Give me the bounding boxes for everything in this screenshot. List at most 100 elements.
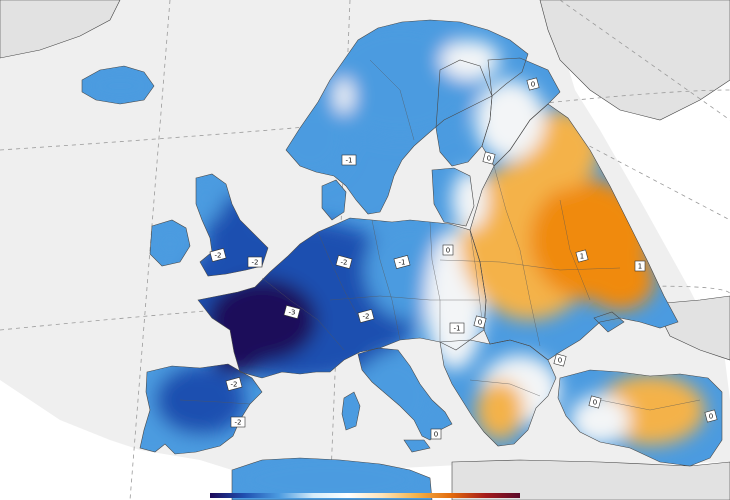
anomaly-blob [155, 365, 245, 435]
border-line [493, 165, 541, 347]
anomaly-blob [334, 78, 354, 114]
contour-label: -2 [230, 416, 246, 428]
coastline [285, 19, 529, 215]
contour-label-box [225, 376, 243, 392]
coastline [139, 363, 263, 455]
contour-label-box [553, 353, 567, 367]
border-line [559, 199, 591, 301]
coastline [321, 179, 347, 221]
contour-label-box [247, 256, 263, 268]
contour-label-text: -2 [235, 419, 242, 427]
contour-label-box [430, 428, 442, 440]
contour-label-box [393, 254, 411, 270]
contour-label-box [634, 260, 646, 272]
contour-label-text: -2 [231, 381, 238, 389]
coastline [435, 59, 493, 167]
contour-label: 0 [588, 395, 602, 409]
contour-label-box [575, 249, 589, 263]
contour-label-text: -2 [215, 252, 222, 260]
coastline [557, 369, 723, 467]
greenland [0, 0, 121, 59]
contour-label-box [473, 315, 487, 329]
border-line [329, 295, 480, 301]
border-line [469, 229, 483, 321]
contour-label-text: -1 [346, 157, 353, 165]
contour-label: 0 [442, 244, 454, 256]
coastline [481, 57, 561, 167]
anomaly-blob [585, 250, 655, 310]
north-africa-east [451, 459, 730, 500]
contour-label-text: -1 [399, 259, 406, 267]
contour-label-text: -2 [252, 259, 259, 267]
border-line [317, 231, 361, 321]
caucasus [653, 295, 730, 361]
contour-label: -3 [283, 304, 301, 320]
contour-label-text: -3 [289, 309, 296, 317]
contour-label: -2 [247, 256, 263, 268]
contour-label-box [341, 154, 357, 166]
anomaly-blob [320, 20, 480, 140]
contour-label-text: 0 [434, 431, 438, 439]
contour-label-box [449, 322, 465, 334]
contour-label: -2 [225, 376, 243, 392]
border-line [469, 379, 541, 397]
coastline [431, 167, 475, 227]
contour-label-box [230, 416, 246, 428]
coastline [149, 219, 191, 267]
contour-label-box [482, 151, 496, 165]
border-line [371, 219, 401, 341]
border-line [599, 399, 701, 411]
contour-label-text: 0 [478, 319, 482, 327]
contour-label: 1 [575, 249, 589, 263]
border-line [439, 259, 621, 271]
field-blobs [82, 20, 705, 500]
contour-label: 0 [473, 315, 487, 329]
contour-label-text: 1 [638, 263, 642, 271]
graticule-line [0, 89, 730, 151]
contour-label: -2 [209, 247, 227, 263]
contour-label-box [588, 395, 602, 409]
contour-label-text: 0 [487, 155, 491, 163]
contour-label-text: 0 [446, 247, 450, 255]
border-line [261, 277, 345, 351]
contour-label-text: 0 [593, 399, 597, 407]
contour-label: 0 [704, 409, 718, 423]
contour-label: 0 [526, 77, 540, 91]
colorbar [210, 493, 520, 498]
contour-label-text: 0 [709, 413, 713, 421]
contour-label-box [442, 244, 454, 256]
border-line [179, 399, 251, 405]
colorbar-gradient [210, 493, 520, 498]
contour-label: 0 [553, 353, 567, 367]
contour-label-text: 0 [558, 357, 562, 365]
contour-label: 0 [430, 428, 442, 440]
contour-label: -1 [393, 254, 411, 270]
border-line [369, 59, 415, 141]
contour-label-text: -2 [341, 259, 348, 267]
contour-label-text: 0 [531, 81, 535, 89]
contour-label-box [335, 254, 353, 270]
graticule-line [559, 0, 730, 121]
contour-label-text: -2 [363, 313, 370, 321]
anomaly-blob [148, 222, 192, 266]
contour-label-box [283, 304, 301, 320]
anomaly-blob [440, 40, 500, 80]
contour-labels: 0 -1 0 -2 -2 -2 -1 0 0 1 1 -3 -2 -1 0 -2 -2 0 0 0 [209, 77, 718, 440]
contour-label-box [357, 308, 375, 324]
contour-label-box [704, 409, 718, 423]
north-russia-no-data [539, 0, 730, 121]
contour-label-box [526, 77, 540, 91]
contour-label-text: 1 [580, 253, 584, 261]
contour-label: -2 [335, 254, 353, 270]
coastline [81, 65, 155, 105]
anomaly-blob [475, 80, 545, 160]
coastline [593, 311, 625, 333]
coastline [195, 173, 269, 277]
contour-label-box [209, 247, 227, 263]
contour-label: 1 [634, 260, 646, 272]
border-line [429, 221, 441, 342]
coastline [403, 439, 431, 453]
